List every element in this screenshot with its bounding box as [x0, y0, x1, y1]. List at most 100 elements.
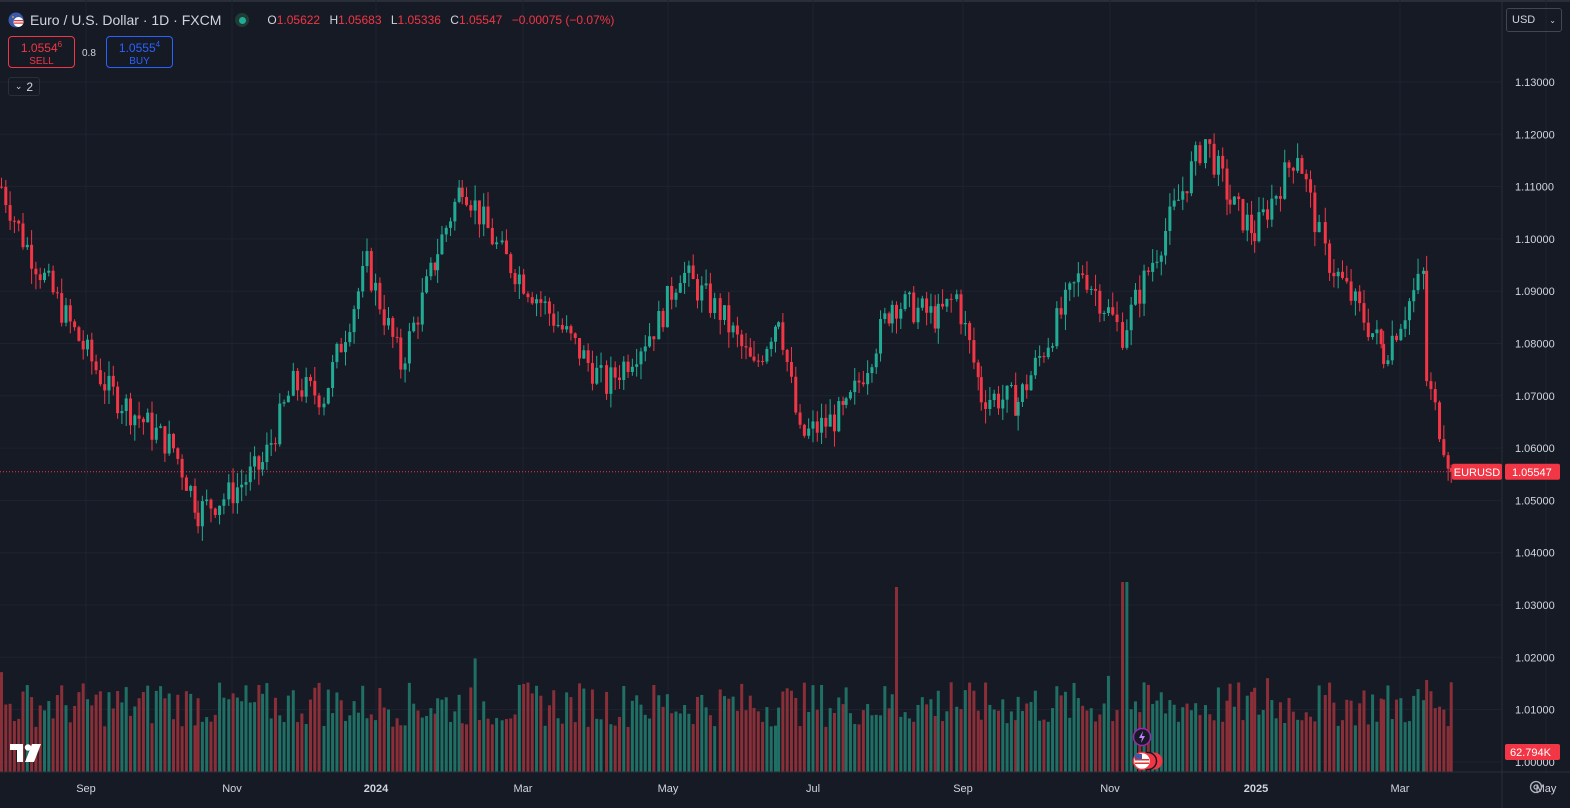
volume-bar — [436, 698, 440, 772]
volume-bar — [861, 710, 865, 772]
time-axis[interactable]: Sep Nov 2024 Mar May Jul Sep Nov 2025 Mar May — [76, 783, 1557, 795]
candle-body — [326, 388, 330, 404]
volume-bar — [504, 718, 508, 772]
candle-body — [1358, 291, 1362, 304]
volume-bar — [1009, 711, 1013, 772]
volume-bar — [870, 715, 874, 772]
volume-bar — [308, 699, 312, 772]
time-tick-label: Nov — [1100, 783, 1120, 795]
volume-bar — [1189, 710, 1193, 772]
volume-bar — [154, 690, 158, 772]
candle-body — [963, 323, 967, 325]
volume-bar — [137, 698, 141, 772]
candle-body — [248, 466, 252, 483]
volume-bar — [1051, 708, 1055, 772]
volume-bar — [55, 695, 59, 772]
volume-bar — [133, 706, 137, 772]
volume-bar — [1449, 682, 1453, 772]
volume-bar — [735, 710, 739, 772]
volume-bar — [21, 691, 25, 772]
candle-body — [1020, 384, 1024, 402]
candle-body — [465, 197, 469, 206]
candle-body — [209, 499, 213, 509]
volume-bar — [727, 698, 731, 772]
volume-bar — [1146, 684, 1150, 772]
volume-bar — [73, 705, 77, 772]
candle-body — [172, 433, 175, 449]
candle-body — [687, 265, 691, 273]
candle-body — [635, 364, 639, 367]
currency-selector[interactable]: USD ⌄ — [1506, 8, 1562, 32]
tradingview-logo[interactable] — [10, 744, 44, 762]
candle-body — [744, 346, 748, 348]
volume-bar — [1366, 724, 1370, 772]
volume-bar — [1371, 694, 1375, 772]
candle-body — [866, 373, 870, 385]
market-status-icon[interactable] — [235, 13, 250, 27]
candle-body — [992, 393, 996, 400]
candle-body — [1138, 289, 1142, 304]
volume-bar — [1176, 721, 1180, 772]
gear-icon[interactable] — [1528, 779, 1544, 795]
candle-body — [718, 298, 722, 320]
candle-body — [1051, 346, 1055, 348]
candle-body — [193, 486, 197, 513]
volume-bar — [1142, 682, 1146, 772]
sell-button[interactable]: 1.05546 SELL — [8, 36, 75, 68]
volume-bar — [517, 684, 521, 772]
volume-bar — [1390, 719, 1394, 772]
volume-bar — [630, 700, 634, 772]
volume-bar — [929, 699, 933, 772]
indicators-toggle-button[interactable]: ⌄ 2 — [8, 77, 40, 96]
volume-bar — [429, 708, 433, 772]
volume-bar — [103, 726, 107, 772]
time-tick-label: Jul — [806, 783, 820, 795]
volume-bar — [382, 707, 386, 772]
candle-body — [605, 365, 609, 394]
candle-body — [1046, 347, 1050, 358]
candle-body — [1395, 335, 1399, 341]
buy-button[interactable]: 1.05554 BUY — [106, 36, 173, 68]
volume-bar — [257, 684, 261, 772]
volume-bar — [1323, 695, 1327, 772]
volume-bar — [1287, 697, 1291, 772]
volume-bar — [569, 697, 573, 772]
candle-body — [907, 292, 911, 295]
candle-body — [670, 286, 674, 300]
candle-body — [244, 482, 248, 485]
volume-bar — [774, 725, 777, 772]
candle-body — [916, 307, 920, 323]
volume-bar — [1164, 713, 1168, 772]
volume-bar — [395, 718, 399, 772]
volume-bar — [920, 697, 924, 772]
candle-body — [1382, 344, 1386, 364]
volume-bar — [652, 685, 656, 772]
economic-events-icon[interactable] — [1132, 751, 1166, 771]
symbol-title[interactable]: Euro / U.S. Dollar · 1D · FXCM — [30, 12, 222, 28]
candle-body — [1323, 222, 1327, 244]
volume-bar — [378, 688, 382, 772]
lightning-event-icon[interactable] — [1132, 727, 1152, 747]
volume-bar — [526, 682, 530, 772]
volume-bar — [235, 697, 239, 772]
candle-body — [560, 324, 564, 330]
candle-body — [1362, 303, 1366, 323]
volume-bar — [1425, 679, 1429, 772]
candle-body — [853, 380, 857, 393]
candle-body — [1332, 272, 1336, 277]
volume-bar — [1151, 703, 1155, 772]
volume-bar — [609, 724, 613, 772]
volume-bar — [678, 713, 682, 772]
volume-bar — [486, 718, 490, 772]
volume-bar — [683, 705, 687, 772]
volume-bar — [941, 721, 945, 772]
candle-body — [1115, 314, 1119, 323]
candle-body — [176, 448, 180, 459]
volume-bar — [1111, 721, 1115, 772]
volume-bar — [244, 685, 248, 772]
volume-bar — [473, 658, 477, 772]
candle-body — [828, 414, 832, 427]
volume-bar — [687, 713, 691, 772]
